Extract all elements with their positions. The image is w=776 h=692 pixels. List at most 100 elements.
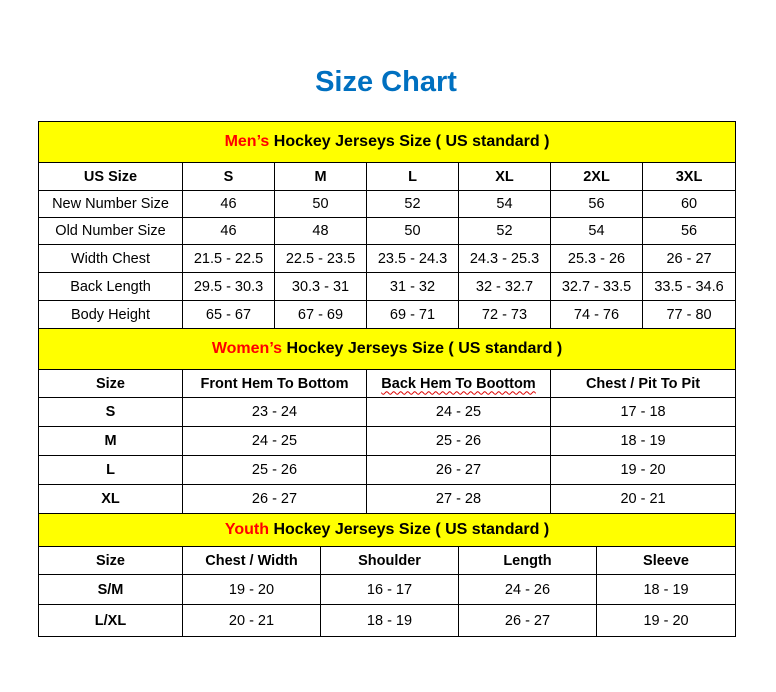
youth-heading-text: Hockey Jerseys Size ( US standard ): [269, 521, 550, 538]
table-cell: 26 - 27: [458, 604, 597, 637]
row-label: Width Chest: [38, 244, 183, 273]
column-header: Back Hem To Boottom: [366, 369, 551, 398]
column-header: Sleeve: [595, 546, 737, 575]
table-cell: 32 - 32.7: [458, 272, 551, 301]
table-cell: 54: [550, 217, 643, 245]
table-cell: 24.3 - 25.3: [458, 244, 551, 273]
men-heading-text: Hockey Jerseys Size ( US standard ): [269, 133, 550, 150]
row-label: L/XL: [38, 604, 183, 637]
table-cell: 17 - 18: [549, 397, 737, 427]
table-row: L 25 - 26 26 - 27 19 - 20: [38, 455, 737, 485]
column-header: Chest / Pit To Pit: [549, 369, 737, 398]
table-row: Back Length 29.5 - 30.3 30.3 - 31 31 - 32 32…: [38, 272, 737, 301]
table-cell: 52: [366, 190, 459, 218]
table-cell: 46: [182, 190, 275, 218]
table-cell: 50: [366, 217, 459, 245]
column-header: Shoulder: [320, 546, 459, 575]
table-cell: 25 - 26: [366, 426, 551, 456]
women-heading-text: Hockey Jerseys Size ( US standard ): [282, 340, 563, 357]
men-heading-highlight: Men’s: [224, 133, 270, 150]
table-cell: 56: [641, 217, 737, 245]
size-chart: Men’s Hockey Jerseys Size ( US standard …: [37, 121, 737, 637]
table-cell: 23.5 - 24.3: [366, 244, 459, 273]
row-label: M: [38, 426, 183, 456]
table-row: Old Number Size 46 48 50 52 54 56: [38, 217, 737, 245]
youth-column-header-row: Size Chest / Width Shoulder Length Sleeve: [38, 546, 737, 575]
table-cell: 69 - 71: [366, 300, 459, 329]
column-header: 2XL: [550, 162, 643, 191]
table-cell: 24 - 25: [366, 397, 551, 427]
column-header: Size: [38, 546, 183, 575]
row-label: S: [38, 397, 183, 427]
column-header: XL: [458, 162, 551, 191]
table-cell: 67 - 69: [274, 300, 367, 329]
table-cell: 23 - 24: [182, 397, 367, 427]
table-cell: 20 - 21: [182, 604, 321, 637]
table-cell: 48: [274, 217, 367, 245]
youth-section-heading: Youth Hockey Jerseys Size ( US standard …: [37, 513, 737, 547]
table-cell: 27 - 28: [366, 484, 551, 514]
table-cell: 25 - 26: [182, 455, 367, 485]
table-cell: 32.7 - 33.5: [550, 272, 643, 301]
table-cell: 29.5 - 30.3: [182, 272, 275, 301]
youth-size-table: Youth Hockey Jerseys Size ( US standard …: [37, 513, 737, 637]
table-cell: 26 - 27: [641, 244, 737, 273]
table-row: XL 26 - 27 27 - 28 20 - 21: [38, 484, 737, 514]
row-label: Old Number Size: [38, 217, 183, 245]
men-section-heading: Men’s Hockey Jerseys Size ( US standard …: [37, 121, 737, 163]
column-header: Length: [458, 546, 597, 575]
table-row: S 23 - 24 24 - 25 17 - 18: [38, 397, 737, 427]
table-cell: 33.5 - 34.6: [641, 272, 737, 301]
row-label: L: [38, 455, 183, 485]
women-column-header-row: Size Front Hem To Bottom Back Hem To Boott…: [38, 369, 737, 398]
table-cell: 25.3 - 26: [550, 244, 643, 273]
column-header: Chest / Width: [182, 546, 321, 575]
column-header: 3XL: [641, 162, 737, 191]
table-cell: 77 - 80: [641, 300, 737, 329]
row-label: XL: [38, 484, 183, 514]
table-cell: 21.5 - 22.5: [182, 244, 275, 273]
column-header: S: [182, 162, 275, 191]
table-cell: 52: [458, 217, 551, 245]
table-cell: 19 - 20: [549, 455, 737, 485]
table-cell: 30.3 - 31: [274, 272, 367, 301]
column-header: M: [274, 162, 367, 191]
column-header: US Size: [38, 162, 183, 191]
table-cell: 19 - 20: [182, 574, 321, 605]
men-size-table: Men’s Hockey Jerseys Size ( US standard …: [37, 121, 737, 329]
column-header-text: Back Hem To Boottom: [381, 375, 536, 392]
table-cell: 72 - 73: [458, 300, 551, 329]
table-cell: 26 - 27: [366, 455, 551, 485]
column-header: Front Hem To Bottom: [182, 369, 367, 398]
row-label: S/M: [38, 574, 183, 605]
women-heading-highlight: Women’s: [211, 340, 283, 357]
table-cell: 18 - 19: [549, 426, 737, 456]
table-row: New Number Size 46 50 52 54 56 60: [38, 190, 737, 218]
table-cell: 31 - 32: [366, 272, 459, 301]
table-cell: 26 - 27: [182, 484, 367, 514]
table-cell: 16 - 17: [320, 574, 459, 605]
page-title: Size Chart: [315, 66, 457, 98]
women-section-heading: Women’s Hockey Jerseys Size ( US standar…: [37, 328, 737, 370]
women-size-table: Women’s Hockey Jerseys Size ( US standar…: [37, 328, 737, 514]
column-header: Size: [38, 369, 183, 398]
table-row: Body Height 65 - 67 67 - 69 69 - 71 72 - 73 7…: [38, 300, 737, 329]
table-cell: 24 - 26: [458, 574, 597, 605]
table-cell: 56: [550, 190, 643, 218]
table-row: M 24 - 25 25 - 26 18 - 19: [38, 426, 737, 456]
table-cell: 65 - 67: [182, 300, 275, 329]
table-cell: 74 - 76: [550, 300, 643, 329]
table-cell: 22.5 - 23.5: [274, 244, 367, 273]
table-row: S/M 19 - 20 16 - 17 24 - 26 18 - 19: [38, 574, 737, 605]
table-cell: 60: [641, 190, 737, 218]
table-row: L/XL 20 - 21 18 - 19 26 - 27 19 - 20: [38, 604, 737, 637]
men-column-header-row: US Size S M L XL 2XL 3XL: [38, 162, 737, 191]
table-row: Width Chest 21.5 - 22.5 22.5 - 23.5 23.5 - …: [38, 244, 737, 273]
table-cell: 19 - 20: [595, 604, 737, 637]
table-cell: 20 - 21: [549, 484, 737, 514]
table-cell: 54: [458, 190, 551, 218]
table-cell: 18 - 19: [320, 604, 459, 637]
table-cell: 50: [274, 190, 367, 218]
table-cell: 24 - 25: [182, 426, 367, 456]
column-header: L: [366, 162, 459, 191]
